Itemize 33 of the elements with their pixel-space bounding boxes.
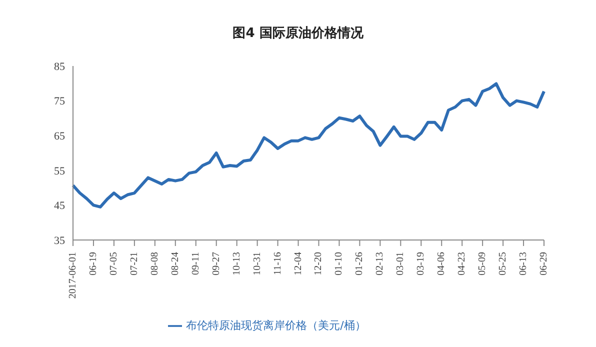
x-tick-label: 08-24 [170, 252, 181, 276]
x-tick-label: 11-16 [272, 252, 284, 275]
x-tick-label: 12-20 [313, 252, 324, 276]
legend-label: 布伦特原油现货离岸价格（美元/桶） [186, 319, 366, 332]
x-tick-label: 2017-06-01 [68, 252, 78, 299]
y-tick-label: 65 [54, 130, 66, 143]
y-tick-label: 45 [54, 200, 66, 212]
x-tick-label: 12-04 [292, 252, 304, 276]
x-tick-label: 03-01 [395, 252, 406, 276]
y-tick-label: 35 [54, 234, 66, 247]
x-tick-label: 07-05 [108, 252, 120, 276]
x-tick-label: 10-31 [252, 252, 263, 276]
y-tick-label: 75 [54, 96, 66, 108]
x-tick-label: 09-11 [190, 252, 202, 275]
x-tick-label: 01-10 [334, 252, 345, 276]
x-tick-label: 05-25 [498, 252, 509, 276]
x-tick-label: 04-23 [456, 252, 468, 276]
x-tick-label: 02-13 [374, 252, 386, 276]
x-tick-label: 06-29 [538, 252, 550, 276]
x-tick-label: 10-13 [231, 252, 242, 276]
x-tick-label: 09-27 [210, 252, 222, 276]
chart-title: 图4 国际原油价格情况 [232, 25, 364, 42]
x-tick-label: 07-21 [128, 252, 140, 276]
x-tick-label: 01-26 [354, 252, 366, 276]
line-series [72, 82, 546, 208]
x-tick-label: 04-06 [436, 252, 448, 276]
y-tick-label: 85 [54, 60, 66, 73]
y-tick-label: 55 [54, 165, 66, 178]
x-tick-label: 06-19 [88, 252, 99, 276]
x-tick-label: 06-13 [518, 252, 530, 276]
x-tick-label: 08-08 [149, 252, 160, 276]
x-tick-label: 05-09 [477, 252, 488, 276]
x-tick-label: 03-19 [416, 252, 427, 276]
